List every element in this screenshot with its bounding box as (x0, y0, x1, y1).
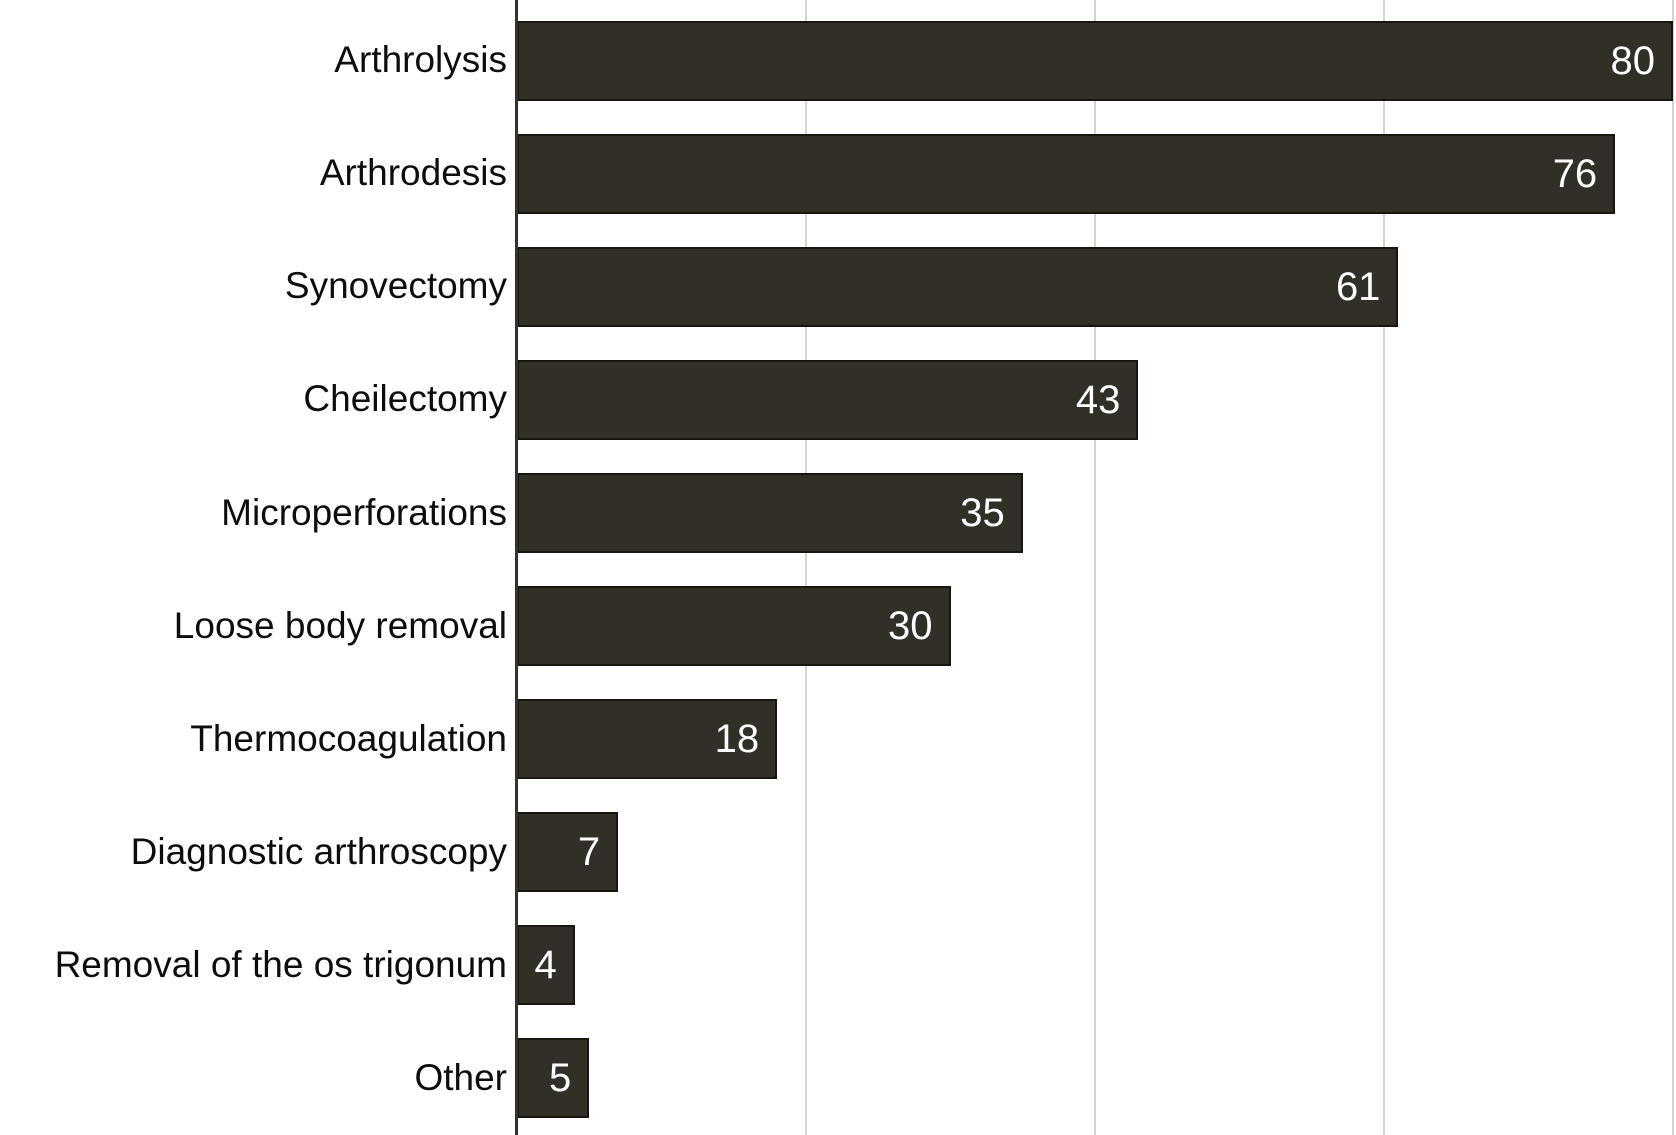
bar-row: Cheilectomy 43 (0, 343, 1676, 456)
bar: 30 (517, 586, 951, 667)
category-label: Arthrodesis (319, 152, 507, 194)
gridline-x-80 (1672, 0, 1674, 1135)
bar-row: Microperforations 35 (0, 456, 1676, 569)
category-label: Arthrolysis (334, 39, 507, 81)
value-label: 5 (549, 1056, 572, 1101)
bar: 76 (517, 133, 1616, 214)
bar: 80 (517, 20, 1673, 101)
bar: 5 (517, 1038, 590, 1119)
bar-row: Other 5 (0, 1022, 1676, 1135)
value-label: 7 (577, 830, 601, 875)
category-label: Cheilectomy (303, 378, 507, 420)
value-label: 30 (888, 604, 933, 649)
value-label: 80 (1610, 38, 1656, 83)
category-label: Microperforations (221, 491, 507, 533)
bar-row: Removal of the os trigonum 4 (0, 909, 1676, 1022)
bar: 61 (517, 246, 1399, 327)
bar-row: Loose body removal 30 (0, 569, 1676, 682)
gridline-x-40 (1094, 0, 1096, 1135)
bar: 35 (517, 472, 1023, 553)
bar-row: Thermocoagulation 18 (0, 683, 1676, 796)
y-axis-line (515, 0, 518, 1135)
bar-row: Diagnostic arthroscopy 7 (0, 796, 1676, 909)
bar: 18 (517, 699, 778, 780)
value-label: 43 (1075, 377, 1121, 422)
bar-row: Arthrodesis 76 (0, 117, 1676, 230)
bar: 4 (517, 925, 575, 1006)
value-label: 61 (1335, 264, 1381, 309)
bar: 43 (517, 359, 1139, 440)
value-label: 35 (960, 490, 1005, 535)
category-label: Loose body removal (173, 604, 507, 646)
gridline-x-60 (1383, 0, 1385, 1135)
value-label: 18 (714, 717, 760, 762)
bar: 7 (517, 812, 619, 893)
category-label: Removal of the os trigonum (54, 943, 507, 985)
gridline-x-20 (805, 0, 807, 1135)
category-label: Synovectomy (284, 265, 507, 307)
value-label: 4 (534, 943, 557, 988)
category-label: Other (414, 1057, 507, 1099)
bar-row: Arthrolysis 80 (0, 4, 1676, 117)
category-label: Diagnostic arthroscopy (130, 830, 507, 872)
value-label: 76 (1552, 151, 1598, 196)
bar-row: Synovectomy 61 (0, 230, 1676, 343)
category-label: Thermocoagulation (190, 717, 507, 759)
